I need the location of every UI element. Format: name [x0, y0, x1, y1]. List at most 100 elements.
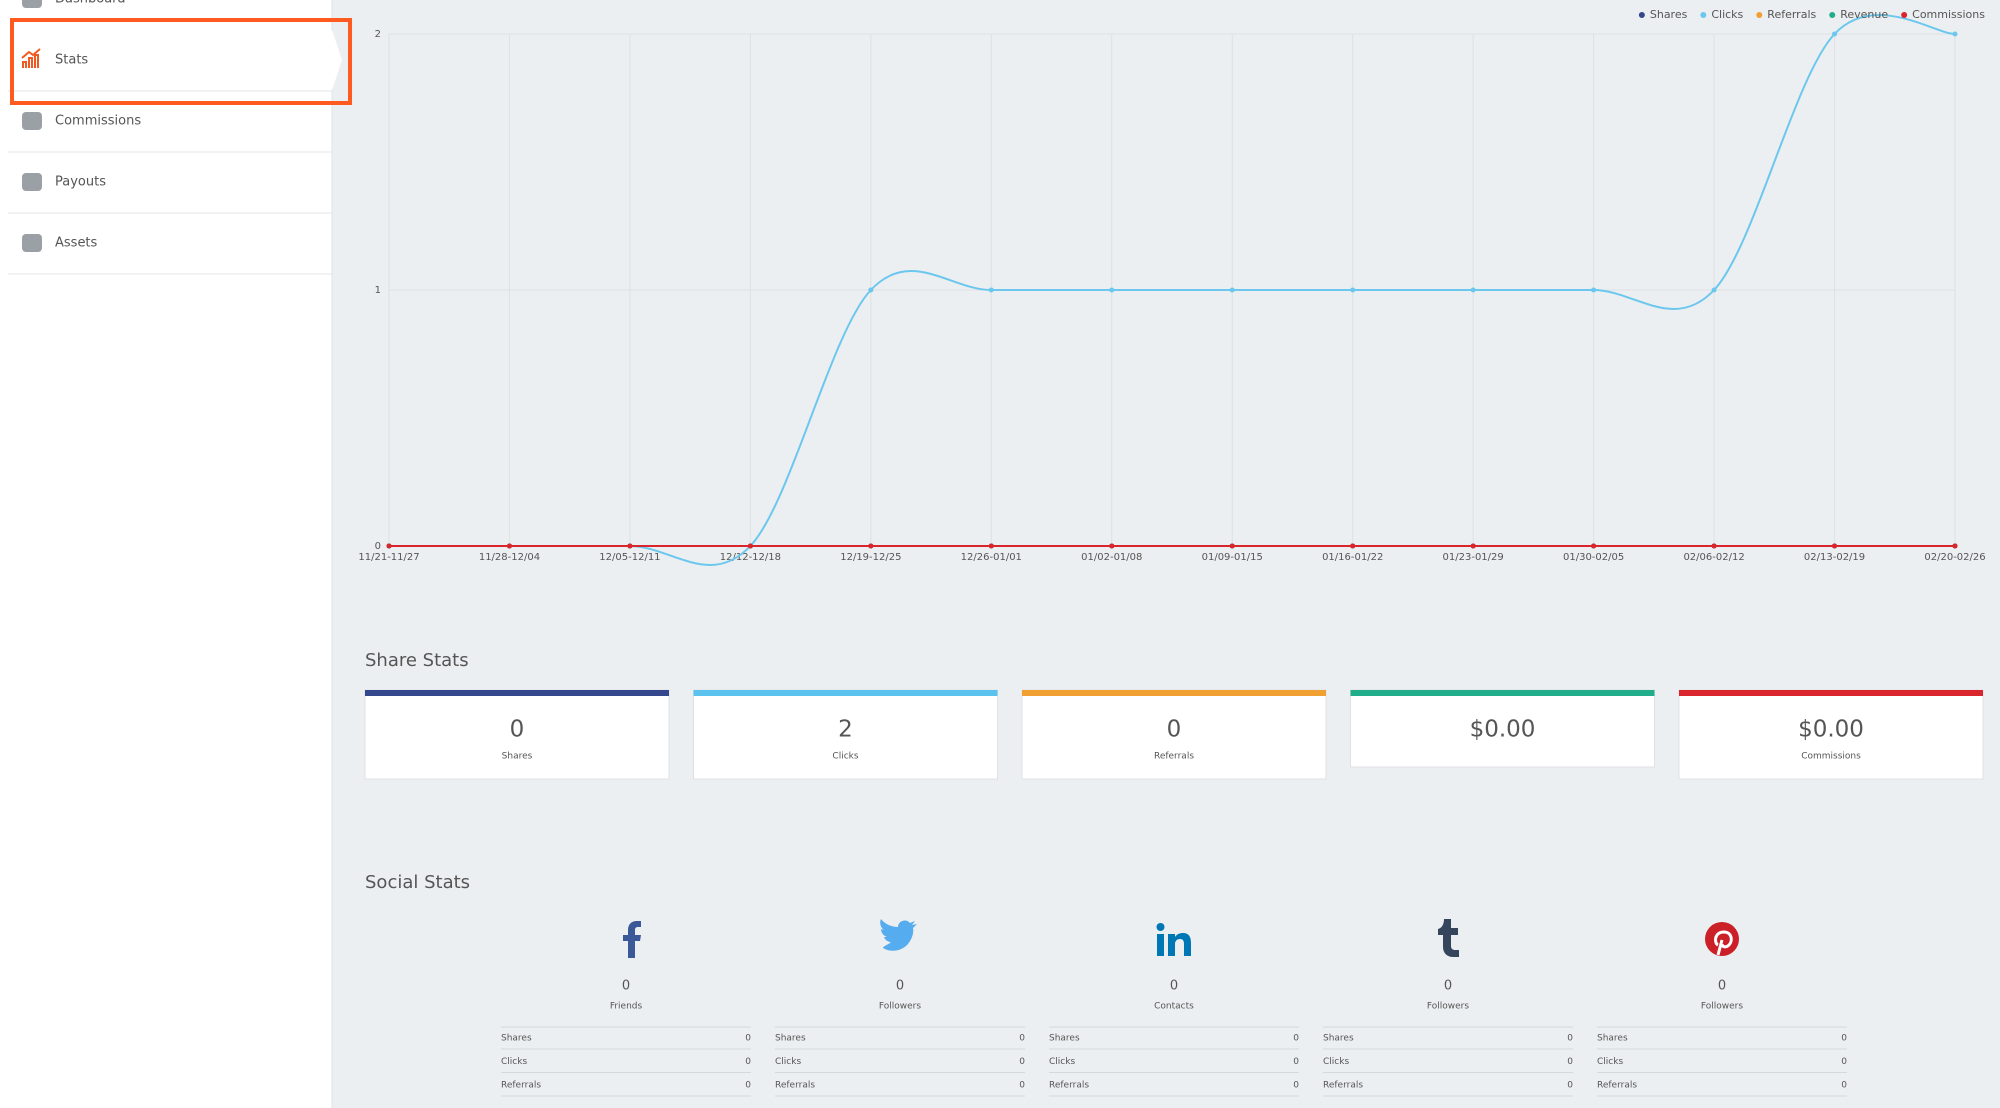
x-tick-label: 01/23-01/29	[1443, 552, 1504, 563]
card-accent	[1350, 690, 1655, 696]
row-value: 0	[1019, 1057, 1025, 1067]
row-value: 0	[1567, 1057, 1573, 1067]
stat-card: 0 Shares	[364, 689, 670, 780]
point	[1832, 31, 1838, 37]
card	[1350, 689, 1655, 768]
social-label: Followers	[879, 1002, 921, 1012]
row-label: Shares	[501, 1034, 532, 1044]
row-value: 0	[1293, 1057, 1299, 1067]
row-value: 0	[1019, 1081, 1025, 1091]
social-count: 0	[622, 979, 630, 994]
row-value: 0	[1841, 1081, 1847, 1091]
menu-icon	[22, 112, 42, 130]
sidebar-menu: Dashboard Stats Commissions Payouts Assets	[0, 0, 352, 275]
legend-label: Shares	[1650, 8, 1688, 21]
menu-label: Dashboard	[55, 0, 126, 7]
row-value: 0	[1293, 1034, 1299, 1044]
point	[1952, 31, 1958, 37]
sidebar	[0, 0, 332, 1108]
card-value: $0.00	[1798, 717, 1864, 743]
x-tick-label: 11/28-12/04	[479, 552, 540, 563]
social-network: 0 Followers Shares 0 Clicks 0 Referrals 0	[775, 919, 1025, 1097]
row-value: 0	[1567, 1081, 1573, 1091]
menu-icon	[22, 173, 42, 191]
point	[1711, 543, 1717, 549]
point	[1470, 287, 1476, 293]
social-count: 0	[1444, 979, 1452, 994]
point	[386, 543, 392, 549]
y-tick-label: 1	[375, 285, 381, 296]
point	[1711, 287, 1717, 293]
icon-linkedin	[1156, 923, 1165, 931]
point	[1952, 543, 1958, 549]
stat-card: 2 Clicks	[693, 689, 998, 780]
menu-item[interactable]: Commissions	[8, 112, 332, 153]
social-count: 0	[1718, 979, 1726, 994]
x-tick-label: 12/19-12/25	[840, 552, 901, 563]
section-title: Social Stats	[365, 872, 470, 893]
menu-label: Payouts	[55, 175, 106, 190]
point	[1109, 287, 1115, 293]
row-label: Referrals	[1597, 1081, 1637, 1091]
menu-item[interactable]: Stats	[0, 18, 352, 105]
row-label: Shares	[1323, 1034, 1354, 1044]
row-label: Referrals	[1323, 1081, 1363, 1091]
legend-swatch	[1901, 12, 1908, 18]
x-tick-label: 12/12-12/18	[720, 552, 781, 563]
legend-label: Commissions	[1912, 8, 1985, 21]
card-value: 0	[1167, 717, 1182, 743]
row-value: 0	[1841, 1034, 1847, 1044]
point	[1591, 543, 1597, 549]
x-tick-label: 11/21-11/27	[358, 552, 419, 563]
chart: 0 1 2 11/21-11/27 11/28-12/04 12/05-12/11 12/1…	[358, 8, 1986, 566]
icon-pinterest	[1705, 922, 1739, 956]
icon-facebook	[623, 921, 641, 958]
stat-card: 0 Referrals	[1021, 689, 1327, 780]
section-title: Share Stats	[365, 650, 469, 671]
point	[747, 543, 753, 549]
social-network: 0 Followers Shares 0 Clicks 0 Referrals 0	[1323, 919, 1573, 1097]
icon-linkedin	[1157, 934, 1164, 956]
x-tick-label: 01/09-01/15	[1202, 552, 1263, 563]
card-accent	[1679, 690, 1983, 696]
point	[868, 543, 874, 549]
social-network: 0 Friends Shares 0 Clicks 0 Referrals 0	[501, 921, 751, 1097]
social-network: 0 Contacts Shares 0 Clicks 0 Referrals 0	[1049, 923, 1299, 1097]
menu-icon	[22, 234, 42, 252]
point	[1470, 543, 1476, 549]
menu-label: Assets	[55, 236, 98, 251]
legend-swatch	[1756, 12, 1763, 18]
row-value: 0	[1293, 1081, 1299, 1091]
menu-item[interactable]: Dashboard	[22, 0, 126, 8]
card	[364, 689, 670, 780]
x-tick-label: 02/20-02/26	[1924, 552, 1985, 563]
row-value: 0	[745, 1081, 751, 1091]
row-label: Referrals	[1049, 1081, 1089, 1091]
social-label: Followers	[1427, 1002, 1469, 1012]
x-tick-label: 01/16-01/22	[1322, 552, 1383, 563]
row-label: Referrals	[775, 1081, 815, 1091]
point	[868, 287, 874, 293]
point	[1350, 543, 1356, 549]
x-tick-label: 02/06-02/12	[1683, 552, 1744, 563]
social-stats: 0 Friends Shares 0 Clicks 0 Referrals 0 0 Followe…	[501, 919, 1847, 1097]
point	[1109, 543, 1115, 549]
point	[1229, 543, 1235, 549]
point	[1350, 287, 1356, 293]
icon-tumblr	[1438, 919, 1459, 957]
menu-item[interactable]: Payouts	[8, 173, 332, 214]
card-label: Referrals	[1154, 752, 1194, 762]
row-label: Clicks	[501, 1057, 527, 1067]
card-accent	[693, 690, 998, 696]
row-value: 0	[745, 1057, 751, 1067]
point	[1832, 543, 1838, 549]
menu-icon	[21, 48, 41, 68]
row-label: Shares	[1597, 1034, 1628, 1044]
social-label: Friends	[610, 1002, 643, 1012]
legend-label: Clicks	[1711, 8, 1743, 21]
card-accent	[1022, 690, 1326, 696]
social-label: Contacts	[1154, 1002, 1194, 1012]
row-label: Clicks	[1049, 1057, 1075, 1067]
menu-item[interactable]: Assets	[8, 234, 332, 275]
